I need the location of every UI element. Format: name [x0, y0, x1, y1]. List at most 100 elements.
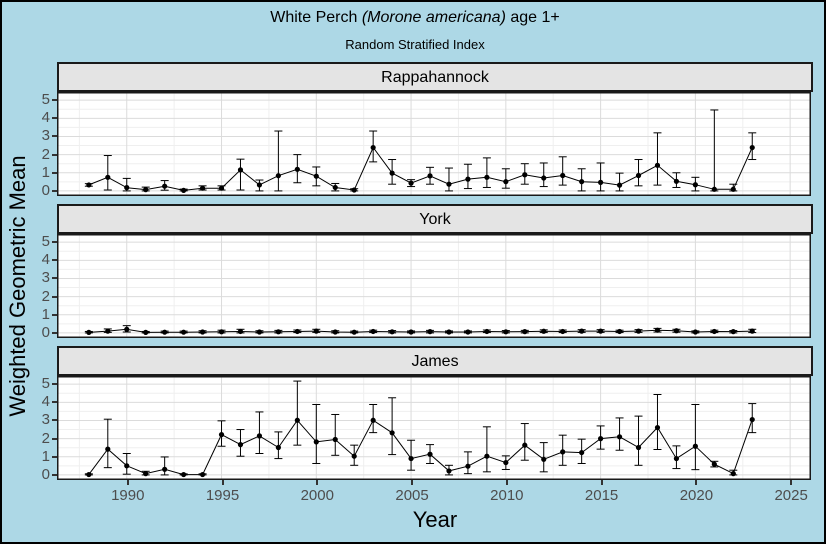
data-point — [541, 456, 547, 462]
data-point — [579, 449, 585, 456]
data-point — [218, 432, 225, 438]
x-tick-label: 2000 — [300, 487, 334, 504]
y-tick-mark — [52, 277, 57, 280]
data-point — [427, 451, 433, 457]
data-point — [143, 471, 149, 477]
data-point — [162, 183, 168, 189]
panel-border — [57, 92, 811, 196]
data-point — [351, 453, 357, 459]
data-point — [218, 185, 225, 191]
data-point — [579, 179, 585, 185]
y-tick-mark — [52, 171, 57, 174]
data-point — [465, 329, 471, 335]
data-point — [541, 328, 547, 334]
data-point — [692, 182, 698, 188]
y-tick-label: 0 — [41, 181, 50, 199]
data-point — [673, 455, 680, 462]
data-point — [579, 328, 585, 334]
x-tick-mark — [221, 480, 224, 485]
data-point — [86, 329, 92, 335]
data-points — [86, 144, 755, 193]
data-point — [654, 162, 661, 168]
data-point — [635, 328, 642, 334]
panel-background — [57, 376, 811, 480]
x-tick-label: 2005 — [395, 487, 429, 504]
data-point — [484, 328, 490, 335]
gridlines-minor — [57, 234, 811, 338]
y-tick-label: 5 — [41, 233, 50, 251]
y-tick-label: 5 — [41, 375, 50, 393]
y-tick-label: 3 — [41, 127, 50, 145]
data-point — [749, 416, 755, 423]
error-bars — [84, 109, 757, 192]
y-tick-mark — [52, 295, 57, 298]
plot-title-text: White Perch — [270, 9, 362, 26]
data-point — [275, 329, 281, 335]
data-point — [237, 328, 244, 335]
data-point — [275, 444, 281, 451]
data-point — [730, 471, 736, 477]
data-point — [541, 175, 547, 181]
data-point — [446, 329, 452, 335]
x-axis-title: Year — [412, 507, 458, 532]
panel-james — [57, 376, 811, 480]
y-tick-label: 4 — [41, 251, 50, 269]
y-tick-label: 2 — [41, 145, 50, 163]
data-point — [351, 329, 357, 335]
data-point — [503, 329, 509, 335]
y-tick-label: 4 — [41, 109, 50, 127]
x-tick-label: 1995 — [205, 487, 240, 504]
gridlines-minor — [57, 376, 811, 480]
data-point — [654, 327, 661, 333]
data-point — [332, 184, 338, 191]
x-tick-mark — [600, 480, 603, 485]
y-tick-mark — [52, 117, 57, 120]
data-point — [484, 453, 490, 459]
data-point — [749, 328, 755, 334]
panel-york — [57, 234, 811, 338]
data-point — [86, 471, 92, 478]
panel-border — [57, 234, 811, 338]
x-tick-mark — [695, 480, 698, 485]
x-tick-mark — [790, 480, 793, 485]
data-point — [446, 468, 452, 474]
data-point — [503, 179, 509, 185]
y-tick-label: 3 — [41, 269, 50, 287]
y-tick-label: 3 — [41, 411, 50, 429]
data-point — [616, 328, 623, 335]
trend-line — [88, 328, 753, 333]
data-point — [332, 329, 338, 335]
facet-strip-james: James — [57, 346, 813, 376]
panel-border — [57, 376, 811, 480]
data-point — [711, 461, 717, 467]
data-point — [711, 186, 717, 192]
data-point — [484, 174, 490, 180]
data-point — [162, 329, 168, 335]
data-point — [408, 180, 414, 186]
y-tick-label: 1 — [41, 305, 50, 323]
data-point — [181, 471, 187, 478]
panel-background — [57, 234, 811, 338]
data-point — [616, 434, 623, 440]
y-tick-mark — [52, 259, 57, 262]
data-point — [143, 329, 149, 335]
data-point — [105, 328, 111, 334]
data-point — [427, 329, 433, 335]
y-tick-label: 2 — [41, 287, 50, 305]
data-point — [730, 329, 736, 335]
data-point — [692, 443, 698, 449]
data-point — [522, 442, 528, 448]
y-tick-mark — [52, 135, 57, 138]
y-tick-mark — [52, 241, 57, 244]
data-point — [124, 326, 130, 332]
data-point — [408, 455, 414, 462]
data-point — [294, 166, 300, 172]
x-tick-label: 2025 — [774, 487, 808, 504]
data-point — [351, 187, 357, 193]
data-point — [199, 329, 206, 335]
data-point — [124, 463, 130, 469]
data-point — [389, 170, 395, 176]
panel-background — [57, 92, 811, 196]
data-point — [522, 329, 528, 335]
